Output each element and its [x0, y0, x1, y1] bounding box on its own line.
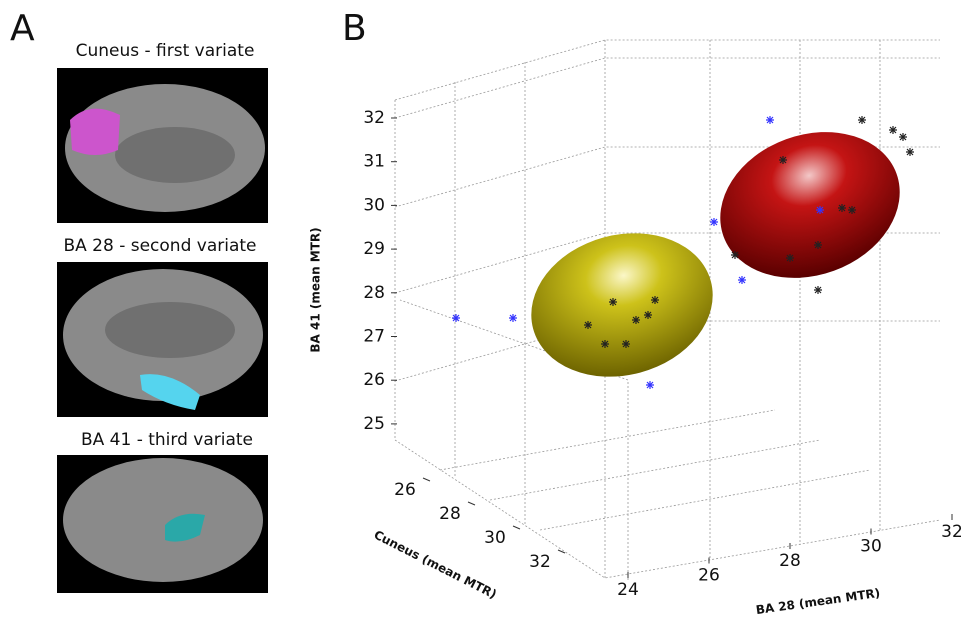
star-marker	[814, 241, 822, 249]
z-tick-label: 26	[363, 370, 385, 390]
star-marker	[779, 156, 787, 164]
x-tick-label: 28	[779, 551, 801, 571]
y-axis-label: Cuneus (mean MTR)	[372, 528, 499, 602]
ellipsoid	[515, 108, 920, 397]
y-tick-label: 32	[529, 552, 551, 572]
star-marker	[816, 206, 824, 214]
tick-mark	[558, 550, 565, 553]
brain-image-1: Cuneus - first variate	[57, 41, 268, 223]
image-title: Cuneus - first variate	[76, 41, 255, 61]
star-marker	[906, 148, 914, 156]
z-tick-label: 27	[363, 327, 385, 347]
z-tick-label: 30	[363, 195, 385, 215]
star-marker	[738, 276, 746, 284]
brain-image-2: BA 28 - second variate	[57, 236, 268, 417]
star-marker	[786, 254, 794, 262]
star-marker	[609, 298, 617, 306]
star-marker	[651, 296, 659, 304]
image-title: BA 41 - third variate	[81, 430, 253, 450]
star-marker	[509, 314, 517, 322]
x-tick-label: 30	[860, 537, 882, 557]
star-marker	[838, 204, 846, 212]
z-tick-label: 31	[363, 152, 385, 172]
x-tick-label: 24	[617, 580, 639, 600]
x-tick-label: 26	[698, 566, 720, 586]
star-marker	[646, 381, 654, 389]
star-marker	[731, 251, 739, 259]
x-tick-label: 32	[941, 522, 961, 542]
tick-mark	[468, 502, 475, 505]
z-tick-label: 29	[363, 239, 385, 259]
star-marker	[899, 133, 907, 141]
star-marker	[584, 321, 592, 329]
z-tick-label: 32	[363, 108, 385, 128]
y-tick-label: 26	[394, 480, 416, 500]
figure: A Cuneus - first variate BA 28 - second …	[0, 0, 961, 617]
star-marker	[766, 116, 774, 124]
z-axis-label: BA 41 (mean MTR)	[309, 227, 323, 352]
star-marker	[622, 340, 630, 348]
brain-image-3: BA 41 - third variate	[57, 430, 268, 593]
z-tick-label: 28	[363, 283, 385, 303]
y-tick-label: 28	[439, 504, 461, 524]
z-tick-label: 25	[363, 414, 385, 434]
star-marker	[601, 340, 609, 348]
star-marker	[644, 311, 652, 319]
star-marker	[858, 116, 866, 124]
x-axis-label: BA 28 (mean MTR)	[755, 586, 881, 617]
panel-letter: B	[342, 8, 367, 49]
star-marker	[632, 316, 640, 324]
star-marker	[710, 218, 718, 226]
tick-mark	[423, 478, 430, 481]
star-marker	[889, 126, 897, 134]
star-marker	[452, 314, 460, 322]
tick-mark	[513, 526, 520, 529]
image-title: BA 28 - second variate	[63, 236, 256, 256]
star-marker	[814, 286, 822, 294]
y-tick-label: 30	[484, 528, 506, 548]
panel-letter: A	[10, 8, 35, 49]
star-marker	[848, 206, 856, 214]
